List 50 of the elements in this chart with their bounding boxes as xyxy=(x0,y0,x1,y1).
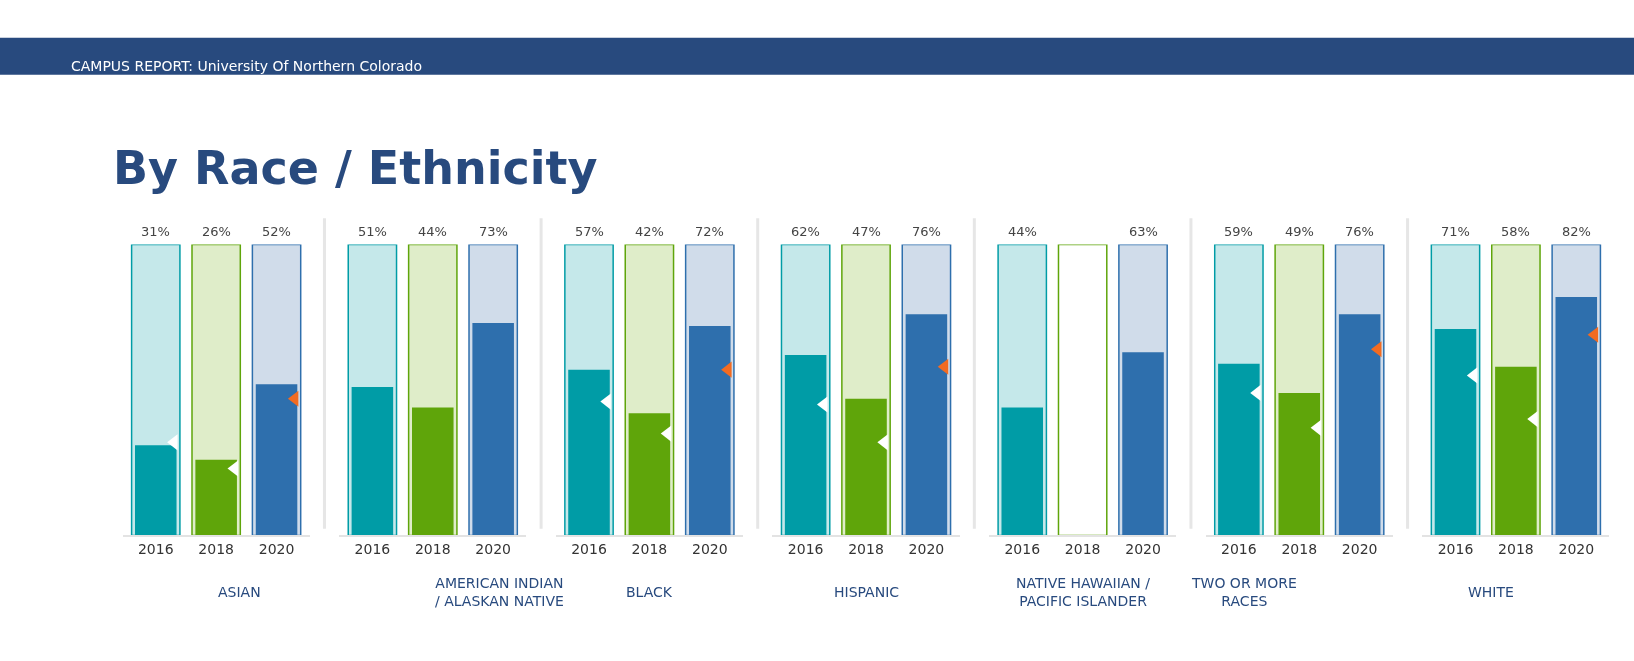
x-tick-label: 2020 xyxy=(908,541,945,558)
annotation: 58% xyxy=(1501,224,1530,239)
annotation: 72% xyxy=(695,224,724,239)
x-tick-label: 2020 xyxy=(475,541,511,558)
x-tick-label: 2016 xyxy=(571,541,607,558)
x-tick-label: 2016 xyxy=(1004,541,1041,558)
x-tick-label: 2018 xyxy=(1281,541,1318,558)
x-tick-label: 2018 xyxy=(631,541,668,558)
x-tick-label: 2020 xyxy=(1125,541,1161,558)
x-axis-title: AMERICAN INDIAN / ALASKAN NATIVE xyxy=(435,575,564,610)
x-tick-label: 2020 xyxy=(691,541,728,558)
annotation: 63% xyxy=(1129,224,1158,239)
annotation: 26% xyxy=(202,224,231,239)
x-tick-label: 2018 xyxy=(848,541,884,558)
x-axis-title: BLACK xyxy=(626,584,673,600)
x-tick-label: 2018 xyxy=(414,541,451,558)
annotation: 42% xyxy=(635,224,664,239)
annotation: 31% xyxy=(141,224,170,239)
annotation: 44% xyxy=(418,224,447,239)
annotation: 82% xyxy=(1562,224,1591,239)
x-axis-title: ASIAN xyxy=(218,584,261,600)
x-tick-label: 2020 xyxy=(1558,541,1595,558)
chart-subtitle: CAMPUS REPORT: University Of Northern Colorado xyxy=(71,58,423,74)
annotation: 73% xyxy=(479,224,508,239)
annotation: 52% xyxy=(262,224,291,239)
x-tick-label: 2016 xyxy=(1221,541,1257,558)
x-tick-label: 2018 xyxy=(198,541,234,558)
annotation: 51% xyxy=(358,224,387,239)
x-tick-label: 2016 xyxy=(354,541,391,558)
x-axis-title: HISPANIC xyxy=(834,584,900,600)
annotation: 71% xyxy=(1441,224,1470,239)
annotation: 57% xyxy=(575,224,604,239)
annotation: 49% xyxy=(1285,224,1314,239)
x-tick-label: 2016 xyxy=(1437,541,1474,558)
x-axis-title: WHITE xyxy=(1468,584,1514,600)
x-tick-label: 2018 xyxy=(1064,541,1101,558)
annotation: 76% xyxy=(1345,224,1374,239)
x-tick-label: 2016 xyxy=(137,541,174,558)
x-tick-label: 2020 xyxy=(1341,541,1378,558)
chart-title: By Race / Ethnicity xyxy=(113,141,598,195)
x-axis-title: NATIVE HAWAIIAN / PACIFIC ISLANDER xyxy=(1016,575,1151,610)
annotation: 62% xyxy=(791,224,820,239)
annotation: 76% xyxy=(912,224,941,239)
annotation: 47% xyxy=(852,224,881,239)
x-tick-label: 2018 xyxy=(1498,541,1534,558)
x-axis-title: TWO OR MORE RACES xyxy=(1191,575,1297,610)
x-tick-label: 2016 xyxy=(787,541,824,558)
annotation: 59% xyxy=(1224,224,1253,239)
x-tick-label: 2020 xyxy=(258,541,295,558)
annotation: 44% xyxy=(1008,224,1037,239)
